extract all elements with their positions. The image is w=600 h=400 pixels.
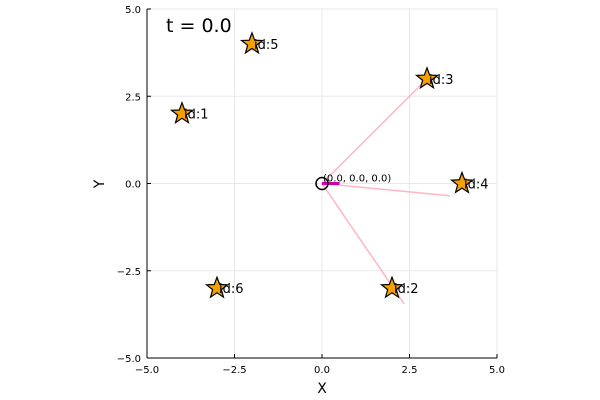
- robot-marker: [315, 176, 329, 191]
- landmark-star: [414, 66, 440, 90]
- x-tick-label: 5.0: [489, 365, 505, 376]
- tick-layer: −5.0 −2.5 0.0 2.5 5.0 −5.0 −2.5 0.0 2.5 5.0: [117, 5, 505, 376]
- landmark-label: id:2: [394, 282, 419, 297]
- landmark-layer: id:1 id:2 id:3 id:4 id:5 id:6: [169, 31, 489, 299]
- landmark-star: [169, 100, 195, 124]
- x-tick-label: −2.5: [222, 365, 246, 376]
- y-tick-label: −5.0: [117, 354, 141, 365]
- landmark-star: [449, 170, 475, 194]
- robot-layer: (0.0, 0.0, 0.0): [315, 174, 391, 191]
- observation-line: [321, 182, 450, 197]
- landmark-label: id:5: [254, 38, 279, 53]
- y-tick-label: 0.0: [125, 180, 141, 191]
- landmark-star: [379, 275, 405, 299]
- y-axis-label: Y: [92, 179, 108, 189]
- time-annotation: t = 0.0: [166, 15, 232, 37]
- x-tick-label: 2.5: [402, 365, 418, 376]
- x-tick-label: 0.0: [314, 365, 330, 376]
- landmark-label: id:3: [429, 73, 454, 88]
- landmark-star: [239, 31, 265, 55]
- landmark-label: id:1: [184, 108, 209, 123]
- robot-pose-label: (0.0, 0.0, 0.0): [323, 174, 391, 185]
- observation-line: [321, 78, 428, 185]
- x-axis-label: X: [317, 381, 327, 397]
- landmark-label: id:4: [464, 178, 489, 193]
- y-tick-label: 2.5: [125, 92, 141, 103]
- y-tick-label: 5.0: [125, 5, 141, 16]
- landmark-label: id:6: [219, 282, 244, 297]
- landmark-star: [204, 275, 230, 299]
- y-tick-label: −2.5: [117, 267, 141, 278]
- x-tick-label: −5.0: [135, 365, 159, 376]
